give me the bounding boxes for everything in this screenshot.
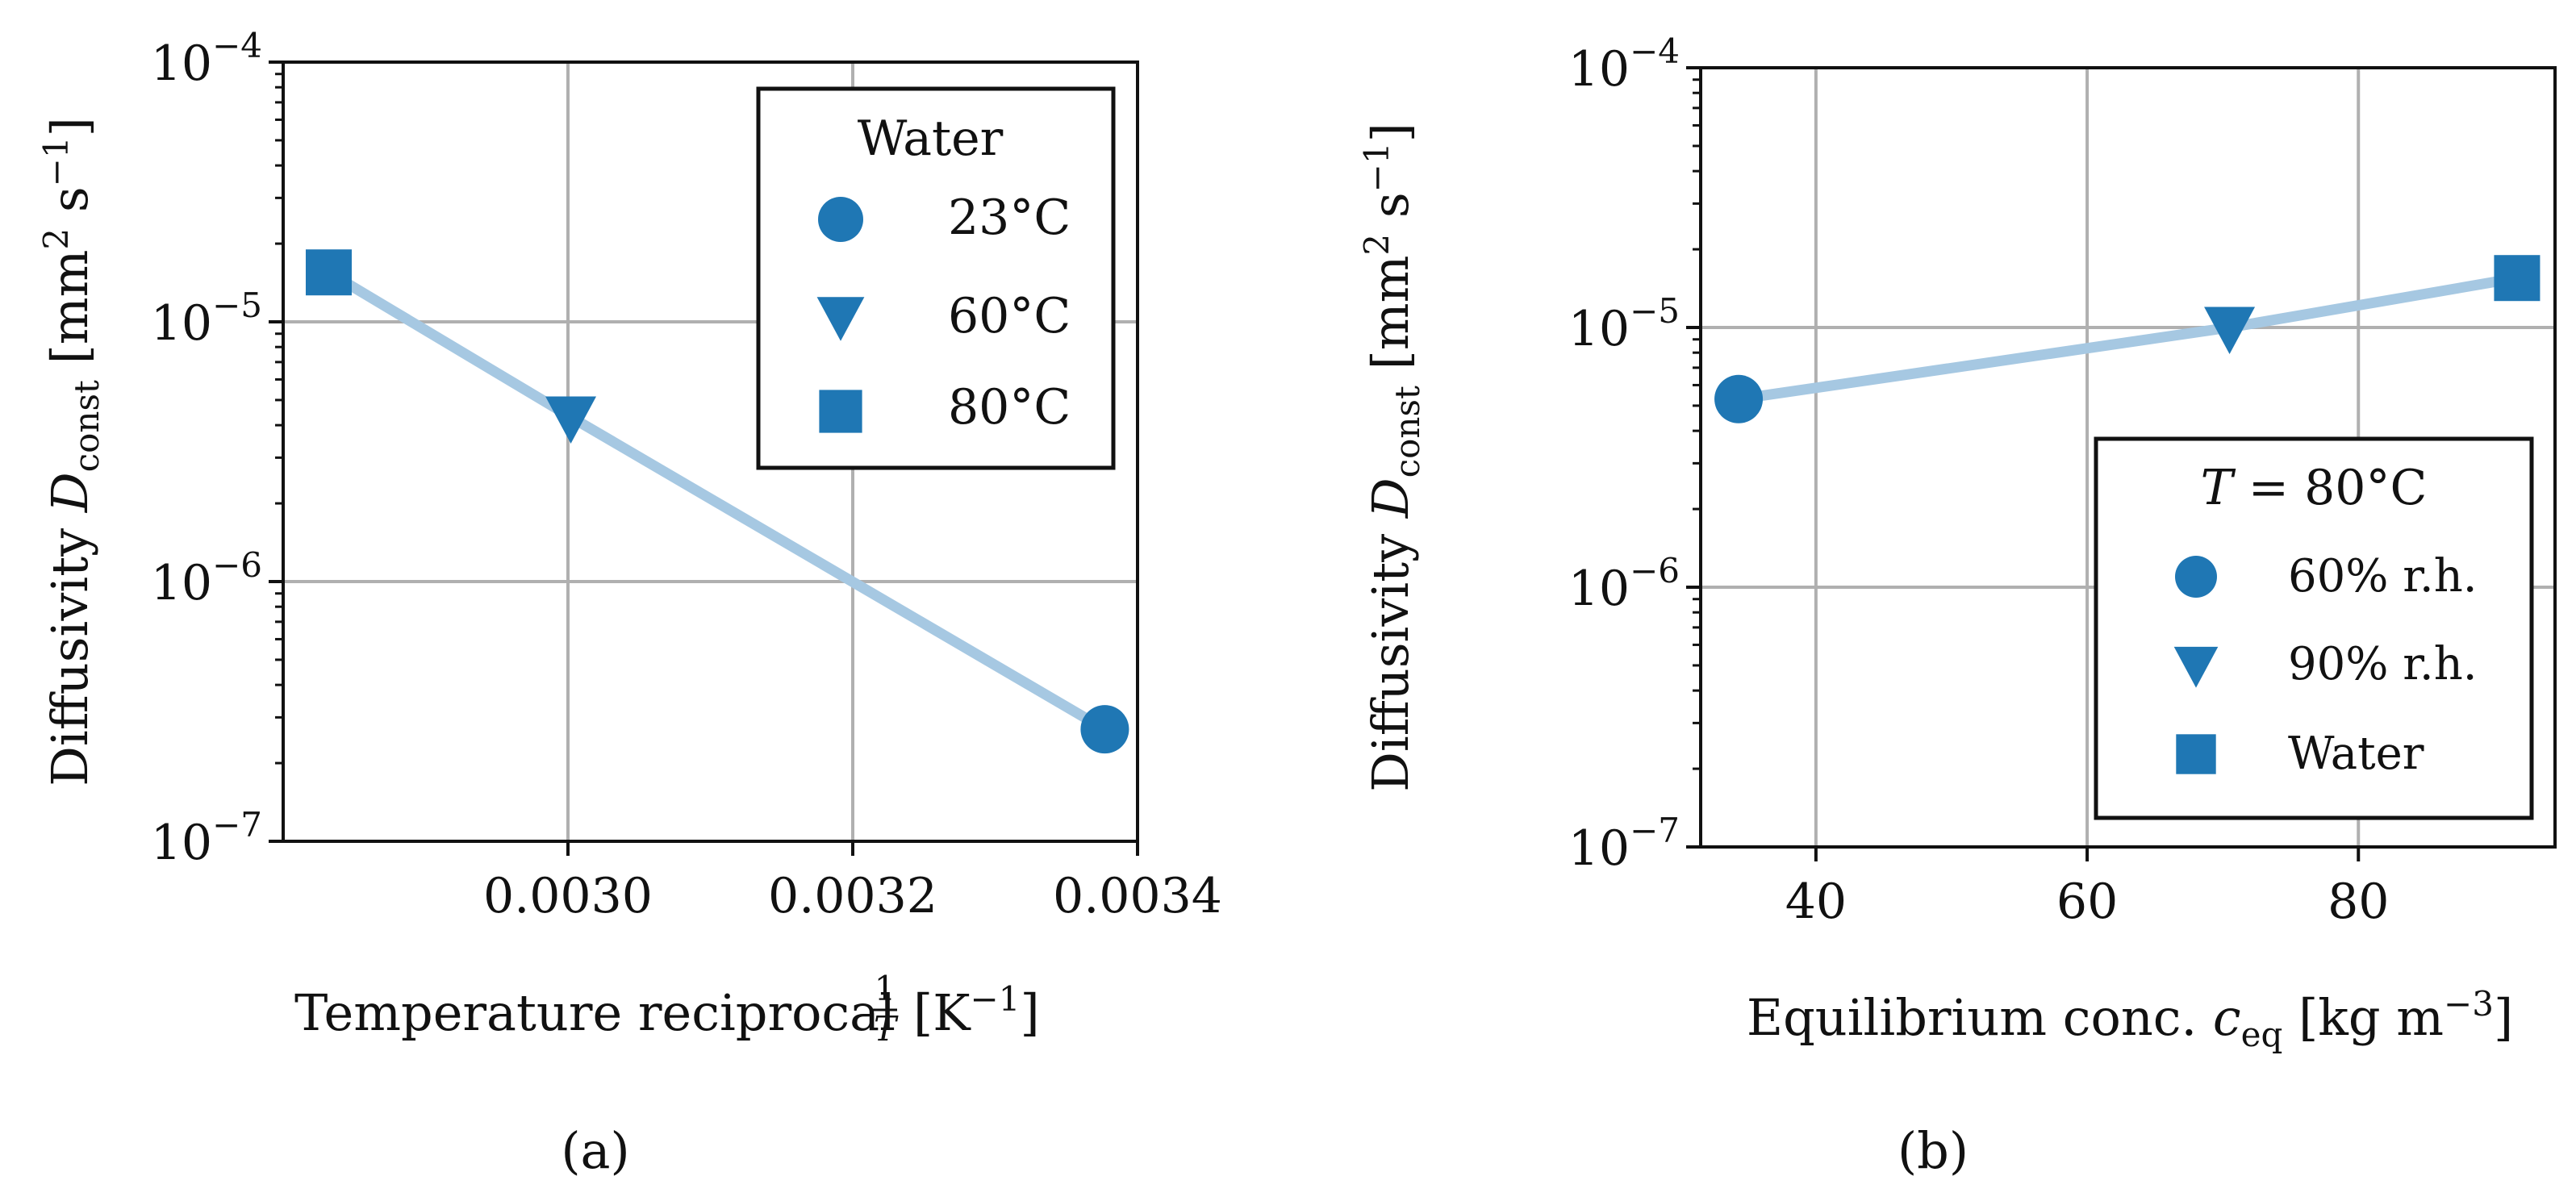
legend-label: 90% r.h. bbox=[2288, 638, 2478, 690]
y-axis-label: Diffusivity Dconst [mm2 s−1] bbox=[36, 117, 106, 786]
svg-text:[K−1]: [K−1] bbox=[913, 979, 1040, 1042]
legend-marker-square bbox=[2176, 734, 2216, 774]
x-axis-ticks: 0.0030 0.0032 0.0034 bbox=[483, 841, 1222, 924]
legend-markers bbox=[816, 197, 865, 433]
legend: Water 23°C 60°C 80°C bbox=[756, 86, 1116, 470]
panel-label: (b) bbox=[1898, 1121, 1969, 1180]
y-tick-label: 10−5 bbox=[151, 286, 262, 352]
y-tick-label: 10−6 bbox=[1568, 551, 1680, 617]
x-tick-label: 40 bbox=[1785, 874, 1847, 930]
legend-label: 60°C bbox=[948, 288, 1071, 344]
x-tick-label: 0.0032 bbox=[768, 868, 937, 924]
x-tick-label: 0.0030 bbox=[483, 868, 653, 924]
panel-b: 10−7 10−6 10−5 10−4 40 60 80 T = 80°C 60% r.h… bbox=[1357, 31, 2557, 1180]
x-tick-label: 80 bbox=[2328, 874, 2389, 930]
legend-frame bbox=[756, 86, 1116, 470]
y-tick-label: 10−6 bbox=[151, 545, 262, 611]
y-axis-ticks: 10−7 10−6 10−5 10−4 bbox=[151, 26, 283, 871]
legend-markers bbox=[2173, 556, 2219, 774]
svg-text:Temperature reciprocal: Temperature reciprocal bbox=[294, 983, 896, 1042]
legend-marker-circle bbox=[2175, 556, 2217, 598]
svg-text:T: T bbox=[874, 1009, 899, 1049]
y-axis-ticks: 10−7 10−6 10−5 10−4 bbox=[1568, 31, 1701, 877]
svg-text:1: 1 bbox=[875, 969, 896, 1008]
data-point-square bbox=[305, 249, 352, 296]
series-line bbox=[1733, 273, 2523, 405]
legend-title: T = 80°C bbox=[2201, 460, 2428, 516]
legend-label: Water bbox=[2288, 728, 2424, 780]
y-axis-label: Diffusivity Dconst [mm2 s−1] bbox=[1357, 123, 1427, 792]
legend-title: Water bbox=[858, 111, 1004, 167]
legend: T = 80°C 60% r.h. 90% r.h. Water bbox=[2094, 436, 2534, 820]
data-point-square bbox=[2494, 255, 2541, 302]
panel-a: 10−7 10−6 10−5 10−4 0.0030 0.0032 0.0034 Wate… bbox=[36, 26, 1222, 1180]
x-tick-label: 0.0034 bbox=[1053, 868, 1222, 924]
legend-marker-triangle-down bbox=[816, 297, 865, 341]
data-points bbox=[1714, 255, 2541, 423]
y-tick-label: 10−4 bbox=[151, 26, 262, 92]
plot-frame bbox=[1699, 66, 2557, 849]
legend-label: 23°C bbox=[948, 190, 1071, 246]
data-points bbox=[305, 249, 1129, 754]
legend-marker-square bbox=[819, 390, 862, 433]
data-point-triangle-down bbox=[545, 396, 597, 444]
legend-marker-triangle-down bbox=[2173, 646, 2219, 688]
series-line bbox=[1733, 273, 2523, 405]
panel-label: (a) bbox=[561, 1121, 629, 1180]
legend-label: 80°C bbox=[948, 379, 1071, 436]
plot-frame bbox=[282, 60, 1139, 843]
y-tick-label: 10−4 bbox=[1568, 31, 1680, 98]
x-axis-ticks: 40 60 80 bbox=[1785, 847, 2389, 930]
y-tick-label: 10−7 bbox=[151, 805, 262, 871]
y-tick-label: 10−5 bbox=[1568, 291, 1680, 357]
legend-label: 60% r.h. bbox=[2288, 550, 2478, 603]
data-point-circle bbox=[1714, 374, 1764, 423]
legend-frame bbox=[2094, 436, 2534, 820]
x-tick-label: 60 bbox=[2056, 874, 2118, 930]
x-axis-label: Equilibrium conc. ceq [kg m−3] bbox=[1747, 984, 2513, 1054]
x-axis-label: Temperature reciprocal 1 T [K−1] bbox=[294, 969, 1040, 1049]
data-point-circle bbox=[1080, 705, 1129, 754]
data-point-triangle-down bbox=[2204, 307, 2256, 354]
legend-marker-circle bbox=[818, 197, 863, 242]
y-tick-label: 10−7 bbox=[1568, 811, 1680, 877]
